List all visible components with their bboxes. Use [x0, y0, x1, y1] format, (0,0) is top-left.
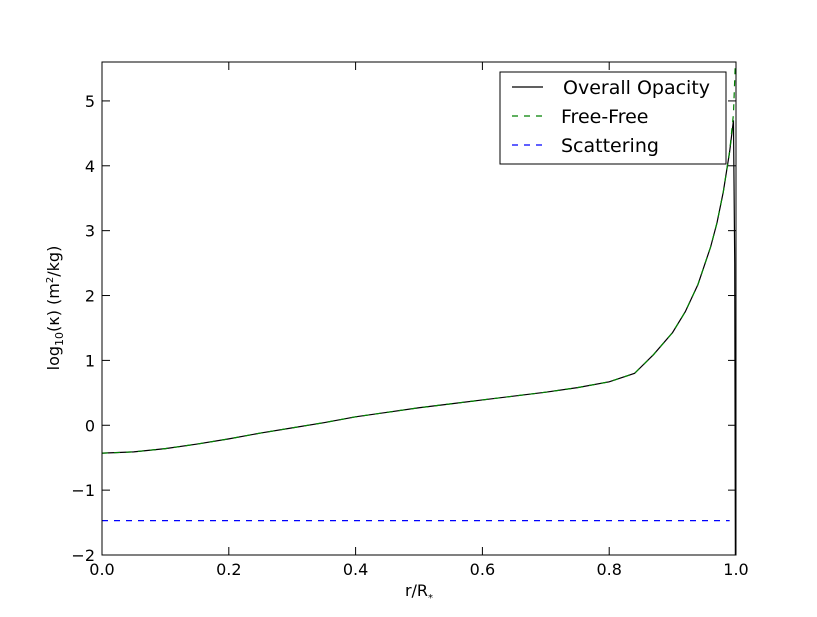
- plot-frame: [101, 61, 737, 556]
- y-tick-label: −1: [71, 481, 95, 500]
- y-axis-label: log10(κ) (m2/kg): [44, 246, 66, 371]
- x-tick-label: 1.0: [723, 560, 748, 579]
- y-tick-label: 2: [85, 287, 95, 306]
- series-layer: [102, 62, 736, 555]
- ticks-layer: 0.0 0.2 0.4 0.6 0.8 1.0 −2 −1 0 1 2 3 4 5: [71, 62, 749, 579]
- legend-label-scattering: Scattering: [561, 135, 659, 157]
- y-tick-label: −2: [71, 546, 95, 565]
- y-tick-label: 3: [85, 222, 95, 241]
- series-line-free-free: [102, 62, 736, 454]
- x-tick-label: 0.0: [89, 560, 114, 579]
- x-tick-label: 0.2: [216, 560, 241, 579]
- x-axis-label: r/R*: [405, 581, 433, 604]
- y-tick-label: 4: [85, 157, 95, 176]
- y-tick-label: 0: [85, 416, 95, 435]
- x-tick-label: 0.6: [470, 560, 495, 579]
- legend-label-overall-opacity: Overall Opacity: [563, 77, 710, 99]
- legend: Overall Opacity Free-Free Scattering: [499, 71, 727, 165]
- y-tick-label: 5: [85, 92, 95, 111]
- x-tick-label: 0.4: [343, 560, 368, 579]
- y-tick-label: 1: [85, 351, 95, 370]
- x-tick-label: 0.8: [596, 560, 621, 579]
- legend-label-free-free: Free-Free: [561, 106, 649, 128]
